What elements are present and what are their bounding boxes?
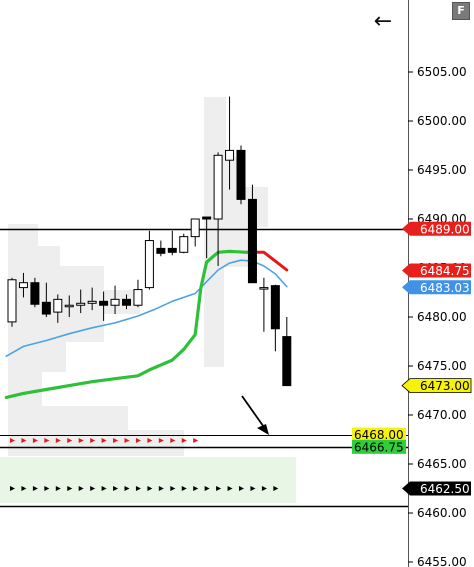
candle-body [145, 241, 153, 288]
axis-tick-label: 6475.00 [417, 359, 467, 373]
price-tag-label: 6483.03 [420, 281, 470, 295]
candle-body [180, 237, 188, 253]
price-tag-label: 6462.50 [420, 482, 470, 496]
profile-bar [8, 406, 128, 430]
candle-body [100, 301, 108, 305]
candle-body [8, 280, 16, 322]
profile-bar [8, 430, 184, 456]
profile-bar [204, 97, 226, 157]
profile-bar [8, 342, 66, 372]
price-tag-tag_6466: 6466.75 [352, 440, 406, 455]
candle [8, 278, 16, 327]
candle-body [111, 299, 119, 305]
candle [248, 185, 256, 283]
axis-tick-label: 6470.00 [417, 408, 467, 422]
price-tag-tag_6489: 6489.00 [402, 222, 471, 237]
annotation-arrow-shaft [242, 396, 266, 430]
candle-body [77, 303, 85, 305]
candle-body [226, 150, 234, 160]
candle [237, 146, 245, 205]
axis-tick-label: 6460.00 [417, 506, 467, 520]
candle [31, 278, 39, 307]
profile-bar [8, 290, 140, 314]
candle-body [54, 299, 62, 312]
candle-body [134, 290, 142, 306]
price-tag-tag_6484: 6484.75 [402, 263, 471, 278]
axis-tick-label: 6495.00 [417, 163, 467, 177]
candle-body [31, 283, 39, 305]
candle-body [65, 305, 73, 307]
profile-bar [8, 246, 60, 266]
candle-body [203, 217, 211, 219]
candle [145, 231, 153, 290]
annotation-arrow [242, 396, 269, 435]
profile-bar [8, 224, 38, 246]
axis-tick-label: 6465.00 [417, 457, 467, 471]
axis-tick-label: 6505.00 [417, 65, 467, 79]
candle [168, 231, 176, 256]
candle-body [168, 248, 176, 252]
candle-body [88, 301, 96, 303]
profile-bar [8, 372, 42, 406]
candle-body [191, 219, 199, 237]
axis-tick-label: 6480.00 [417, 310, 467, 324]
back-arrow-button[interactable]: ← [368, 8, 398, 36]
candle [271, 285, 279, 352]
candle-body [260, 288, 268, 290]
candle [180, 234, 188, 254]
left-arrow-icon: ← [374, 9, 392, 34]
price-tag-label: 6473.00 [420, 379, 470, 393]
price-tag-tag_6483: 6483.03 [402, 280, 471, 295]
candle [191, 219, 199, 246]
format-button[interactable]: F [452, 2, 470, 20]
axis-tick-label: 6455.00 [417, 555, 467, 567]
candle-body [214, 155, 222, 219]
price-tag-label: 6484.75 [420, 264, 470, 278]
marker-red_dots [182, 438, 187, 443]
axis-tick-label: 6500.00 [417, 114, 467, 128]
candle [260, 278, 268, 332]
candle-body [248, 199, 256, 282]
candle-body [237, 150, 245, 199]
candle [134, 280, 142, 307]
candle-body [19, 283, 27, 288]
candle [157, 241, 165, 257]
candle [283, 317, 291, 386]
annotation-arrow-head [257, 424, 269, 435]
price-tag-tag_6473: 6473.00 [402, 379, 471, 394]
candle-body [123, 299, 131, 305]
price-tag-label: 6489.00 [420, 222, 470, 236]
candle-body [157, 248, 165, 253]
price-tag-label: 6466.75 [354, 440, 404, 454]
marker-red_dots [193, 438, 198, 443]
candle-body [283, 337, 291, 386]
profile-band-green [0, 457, 296, 503]
candle-body [271, 286, 279, 329]
price-tag-tag_6462: 6462.50 [402, 482, 471, 497]
candle-body [42, 302, 50, 314]
